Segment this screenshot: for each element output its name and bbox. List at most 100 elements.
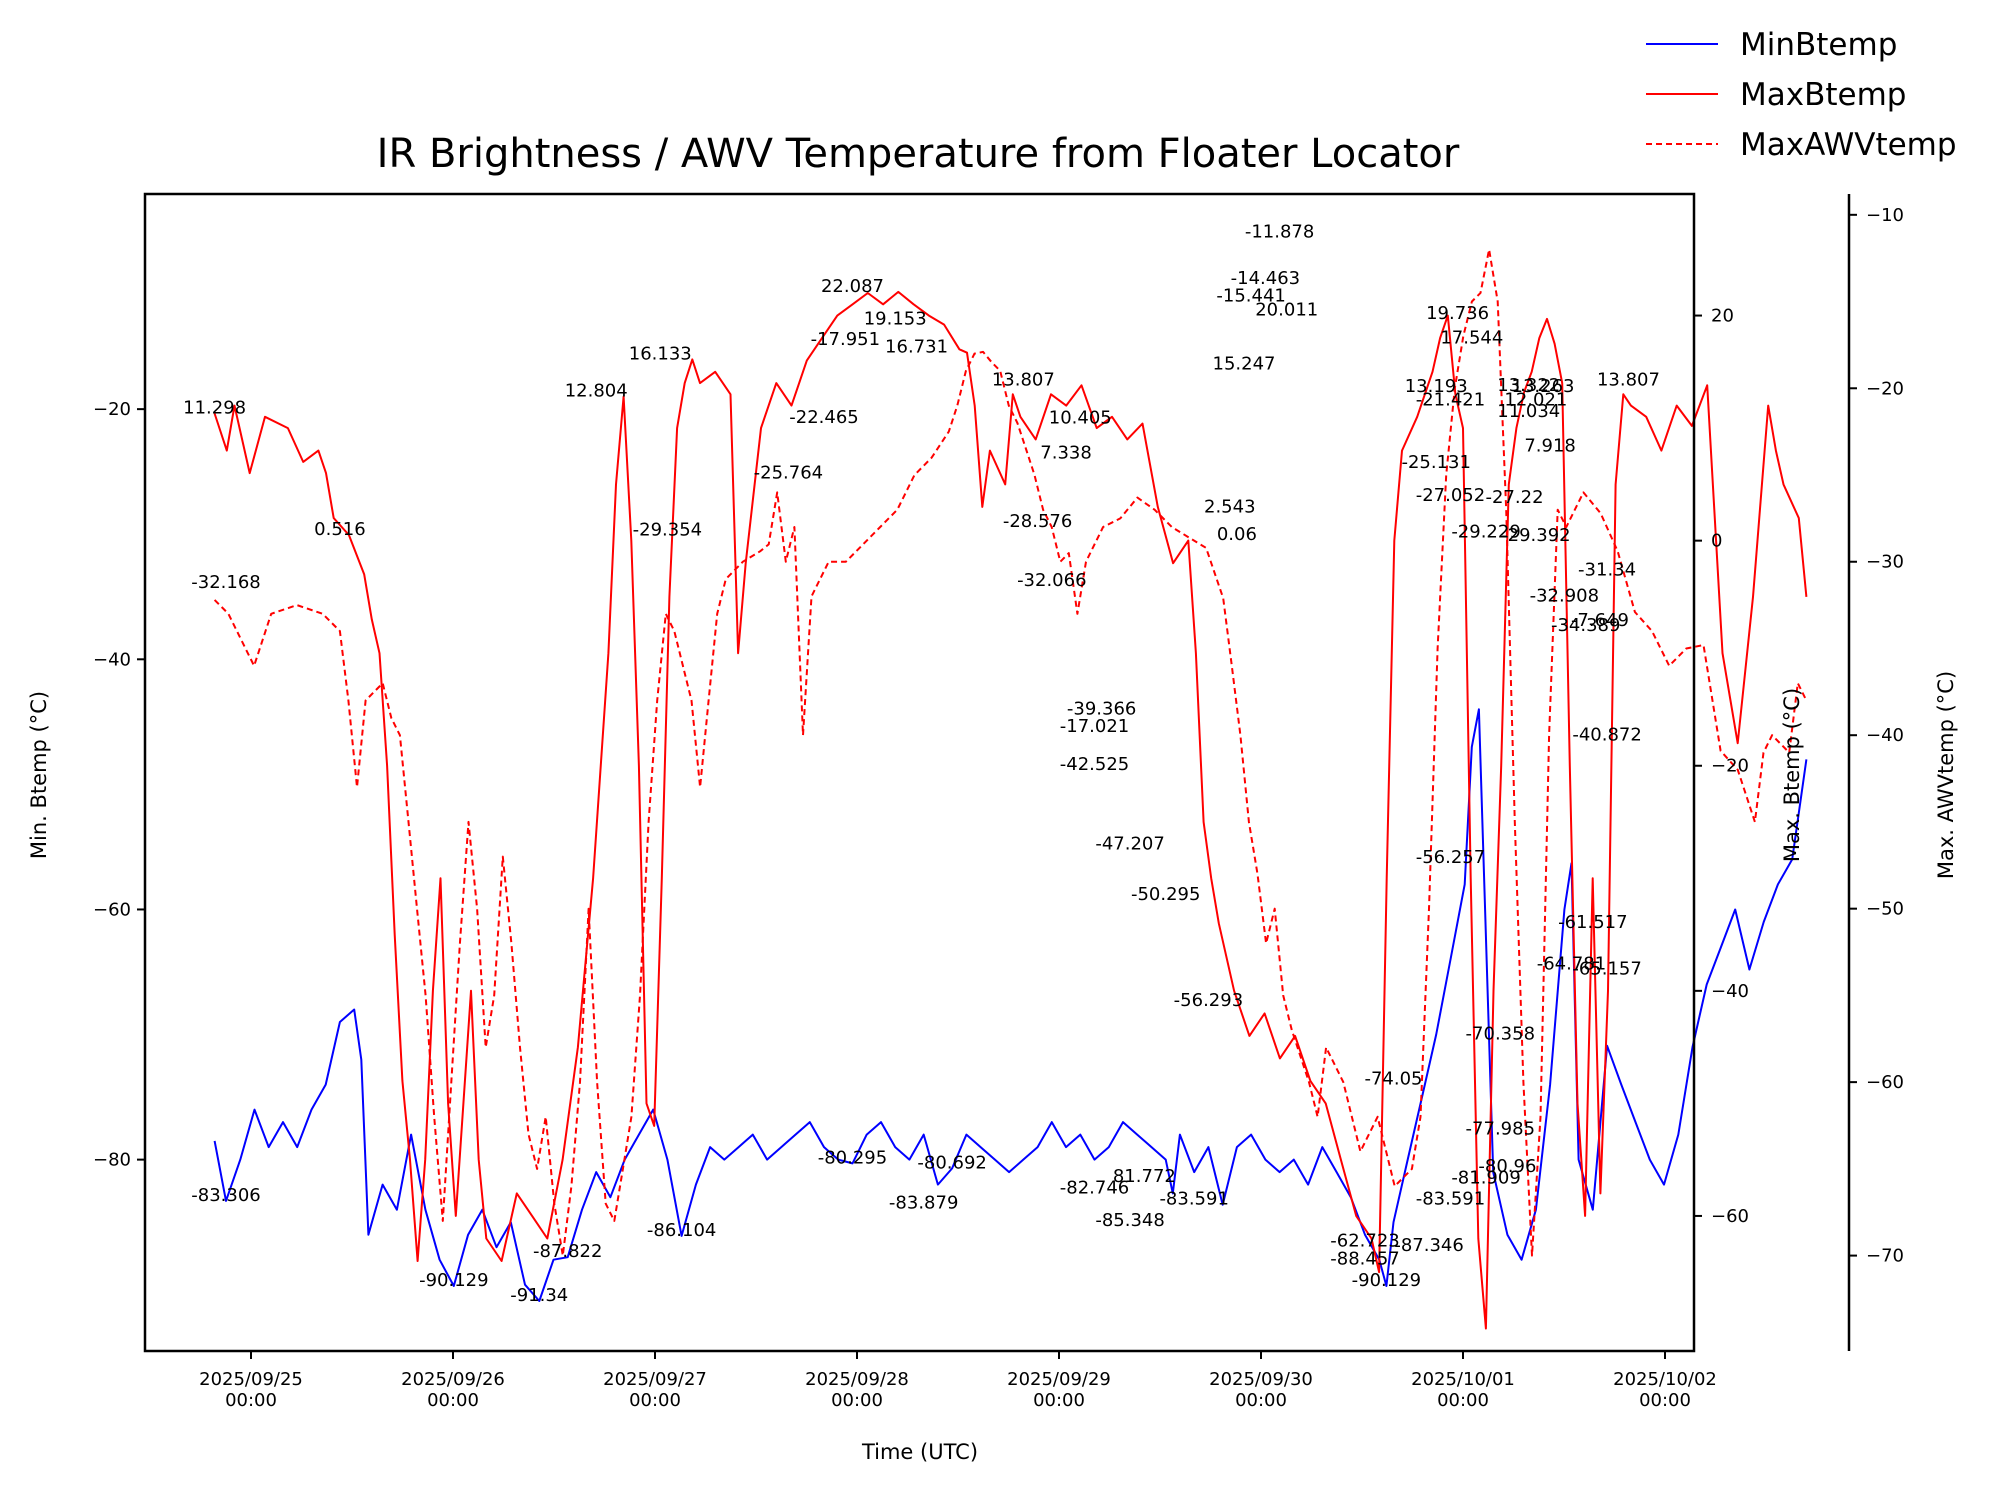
x-tick-label-2: 2025/09/27 [603, 1369, 707, 1390]
axes-layer: 2025/09/2500:002025/09/2600:002025/09/27… [93, 205, 1904, 1411]
data-annotation-65: -83.591 [1416, 1189, 1485, 1210]
data-annotation-11: 16.731 [885, 337, 948, 358]
data-annotation-70: -62.723 [1330, 1230, 1399, 1251]
x-tick-label-time-6: 00:00 [1437, 1390, 1489, 1411]
data-annotation-59: -82.746 [1060, 1177, 1129, 1198]
data-annotation-28: 2.543 [1204, 497, 1256, 518]
x-tick-label-time-2: 00:00 [629, 1390, 681, 1411]
data-annotation-37: -27.22 [1486, 487, 1544, 508]
y-left-tick-label-1: −40 [93, 649, 131, 670]
x-tick-label-3: 2025/09/28 [805, 1369, 909, 1390]
data-annotation-55: -83.879 [889, 1192, 958, 1213]
data-annotation-50: -83.306 [191, 1185, 260, 1206]
x-axis-label: Time (UTC) [861, 1440, 978, 1464]
x-tick-label-time-4: 00:00 [1033, 1390, 1085, 1411]
data-annotation-47: 12.021 [1504, 390, 1567, 411]
data-annotation-24: 20.011 [1255, 300, 1318, 321]
data-annotation-39: -32.908 [1530, 586, 1599, 607]
data-annotation-69: -74.05 [1364, 1069, 1422, 1090]
x-tick-label-7: 2025/10/02 [1613, 1369, 1717, 1390]
series-layer [213, 248, 1808, 1330]
data-annotation-60: 81.772 [1113, 1166, 1176, 1187]
data-annotation-31: 17.544 [1440, 328, 1503, 349]
x-tick-label-0: 2025/09/25 [199, 1369, 303, 1390]
y-right2-tick-label-0: −10 [1866, 205, 1904, 226]
data-annotation-30: 19.736 [1426, 303, 1489, 324]
y-right2-tick-label-5: −60 [1866, 1072, 1904, 1093]
y-right-tick-label-2: −20 [1711, 756, 1749, 777]
y-axis-label-left: Min. Btemp (°C) [27, 691, 51, 859]
data-annotation-12: 13.807 [992, 369, 1055, 390]
data-annotation-40: -34.389 [1551, 615, 1620, 636]
data-annotation-62: -88.457 [1330, 1249, 1399, 1270]
data-annotation-44: 13.807 [1597, 369, 1660, 390]
y-axis-label-right: Max. Btemp (°C) [1780, 688, 1804, 862]
data-annotation-22: -56.293 [1174, 990, 1243, 1011]
data-annotation-53: -87.822 [533, 1241, 602, 1262]
data-annotation-13: 10.405 [1049, 408, 1112, 429]
chart-title: IR Brightness / AWV Temperature from Flo… [377, 131, 1460, 177]
legend: MinBtemp MaxBtemp MaxAWVtemp [1646, 27, 1957, 163]
data-annotation-35: -27.052 [1416, 485, 1485, 506]
data-annotation-10: 19.153 [864, 309, 927, 330]
data-annotation-25: -14.463 [1231, 268, 1300, 289]
data-annotation-52: -91.34 [510, 1285, 568, 1306]
data-annotation-23: -11.878 [1245, 221, 1314, 242]
data-annotation-6: -25.764 [754, 462, 823, 483]
data-annotation-46: 13.263 [1512, 376, 1575, 397]
data-annotation-49: 7.918 [1524, 436, 1576, 457]
data-annotation-41: -31.34 [1578, 560, 1636, 581]
x-tick-label-4: 2025/09/29 [1007, 1369, 1111, 1390]
data-annotation-2: -32.168 [191, 572, 260, 593]
data-annotation-57: -80.692 [917, 1152, 986, 1173]
data-annotation-68: -77.985 [1466, 1119, 1535, 1140]
data-annotation-42: -7.649 [1571, 610, 1629, 631]
data-annotation-16: -32.066 [1017, 570, 1086, 591]
x-tick-label-time-5: 00:00 [1235, 1390, 1287, 1411]
data-annotation-3: 12.804 [565, 381, 628, 402]
y-right2-tick-label-3: −40 [1866, 725, 1904, 746]
data-annotation-26: -15.441 [1216, 286, 1285, 307]
x-tick-label-1: 2025/09/26 [401, 1369, 505, 1390]
y-left-tick-label-2: −60 [93, 899, 131, 920]
series-line-maxawvtemp [213, 248, 1808, 1257]
data-annotation-5: -29.354 [633, 520, 702, 541]
data-annotation-56: -80.295 [818, 1147, 887, 1168]
y-right2-tick-label-6: −70 [1866, 1246, 1904, 1267]
data-annotation-45: 13.322 [1497, 375, 1560, 396]
data-annotation-72: -56.257 [1416, 847, 1485, 868]
y-left-tick-label-0: −20 [93, 399, 131, 420]
y-right-tick-label-0: 20 [1711, 306, 1734, 327]
y-right2-tick-label-4: −50 [1866, 899, 1904, 920]
data-annotation-1: 0.516 [314, 519, 366, 540]
data-annotation-21: -50.295 [1131, 884, 1200, 905]
data-annotation-34: -25.131 [1401, 452, 1470, 473]
x-tick-label-time-1: 00:00 [427, 1390, 479, 1411]
x-tick-label-5: 2025/09/30 [1209, 1369, 1313, 1390]
data-annotation-8: -17.951 [811, 329, 880, 350]
legend-label-minbtemp: MinBtemp [1740, 27, 1897, 63]
data-annotation-38: -29.392 [1501, 525, 1570, 546]
x-tick-label-time-0: 00:00 [225, 1390, 277, 1411]
x-tick-label-time-7: 00:00 [1639, 1390, 1691, 1411]
data-annotation-9: 22.087 [821, 276, 884, 297]
data-annotation-7: -22.465 [789, 407, 858, 428]
y-left-tick-label-3: −80 [93, 1150, 131, 1171]
data-annotation-20: -47.207 [1095, 834, 1164, 855]
y-right-tick-label-1: 0 [1711, 531, 1722, 552]
data-annotation-17: -17.021 [1060, 716, 1129, 737]
series-line-minbtemp [213, 708, 1808, 1302]
data-annotation-43: -40.872 [1572, 724, 1641, 745]
legend-label-maxawvtemp: MaxAWVtemp [1740, 127, 1957, 163]
legend-label-maxbtemp: MaxBtemp [1740, 77, 1906, 113]
y-right2-tick-label-1: −20 [1866, 378, 1904, 399]
x-tick-label-6: 2025/10/01 [1411, 1369, 1515, 1390]
data-annotation-63: -90.129 [1352, 1270, 1421, 1291]
plot-frame [143, 192, 1696, 1353]
data-annotation-32: 13.193 [1405, 376, 1468, 397]
y-right-tick-label-4: −60 [1711, 1206, 1749, 1227]
data-annotation-18: -39.366 [1067, 698, 1136, 719]
